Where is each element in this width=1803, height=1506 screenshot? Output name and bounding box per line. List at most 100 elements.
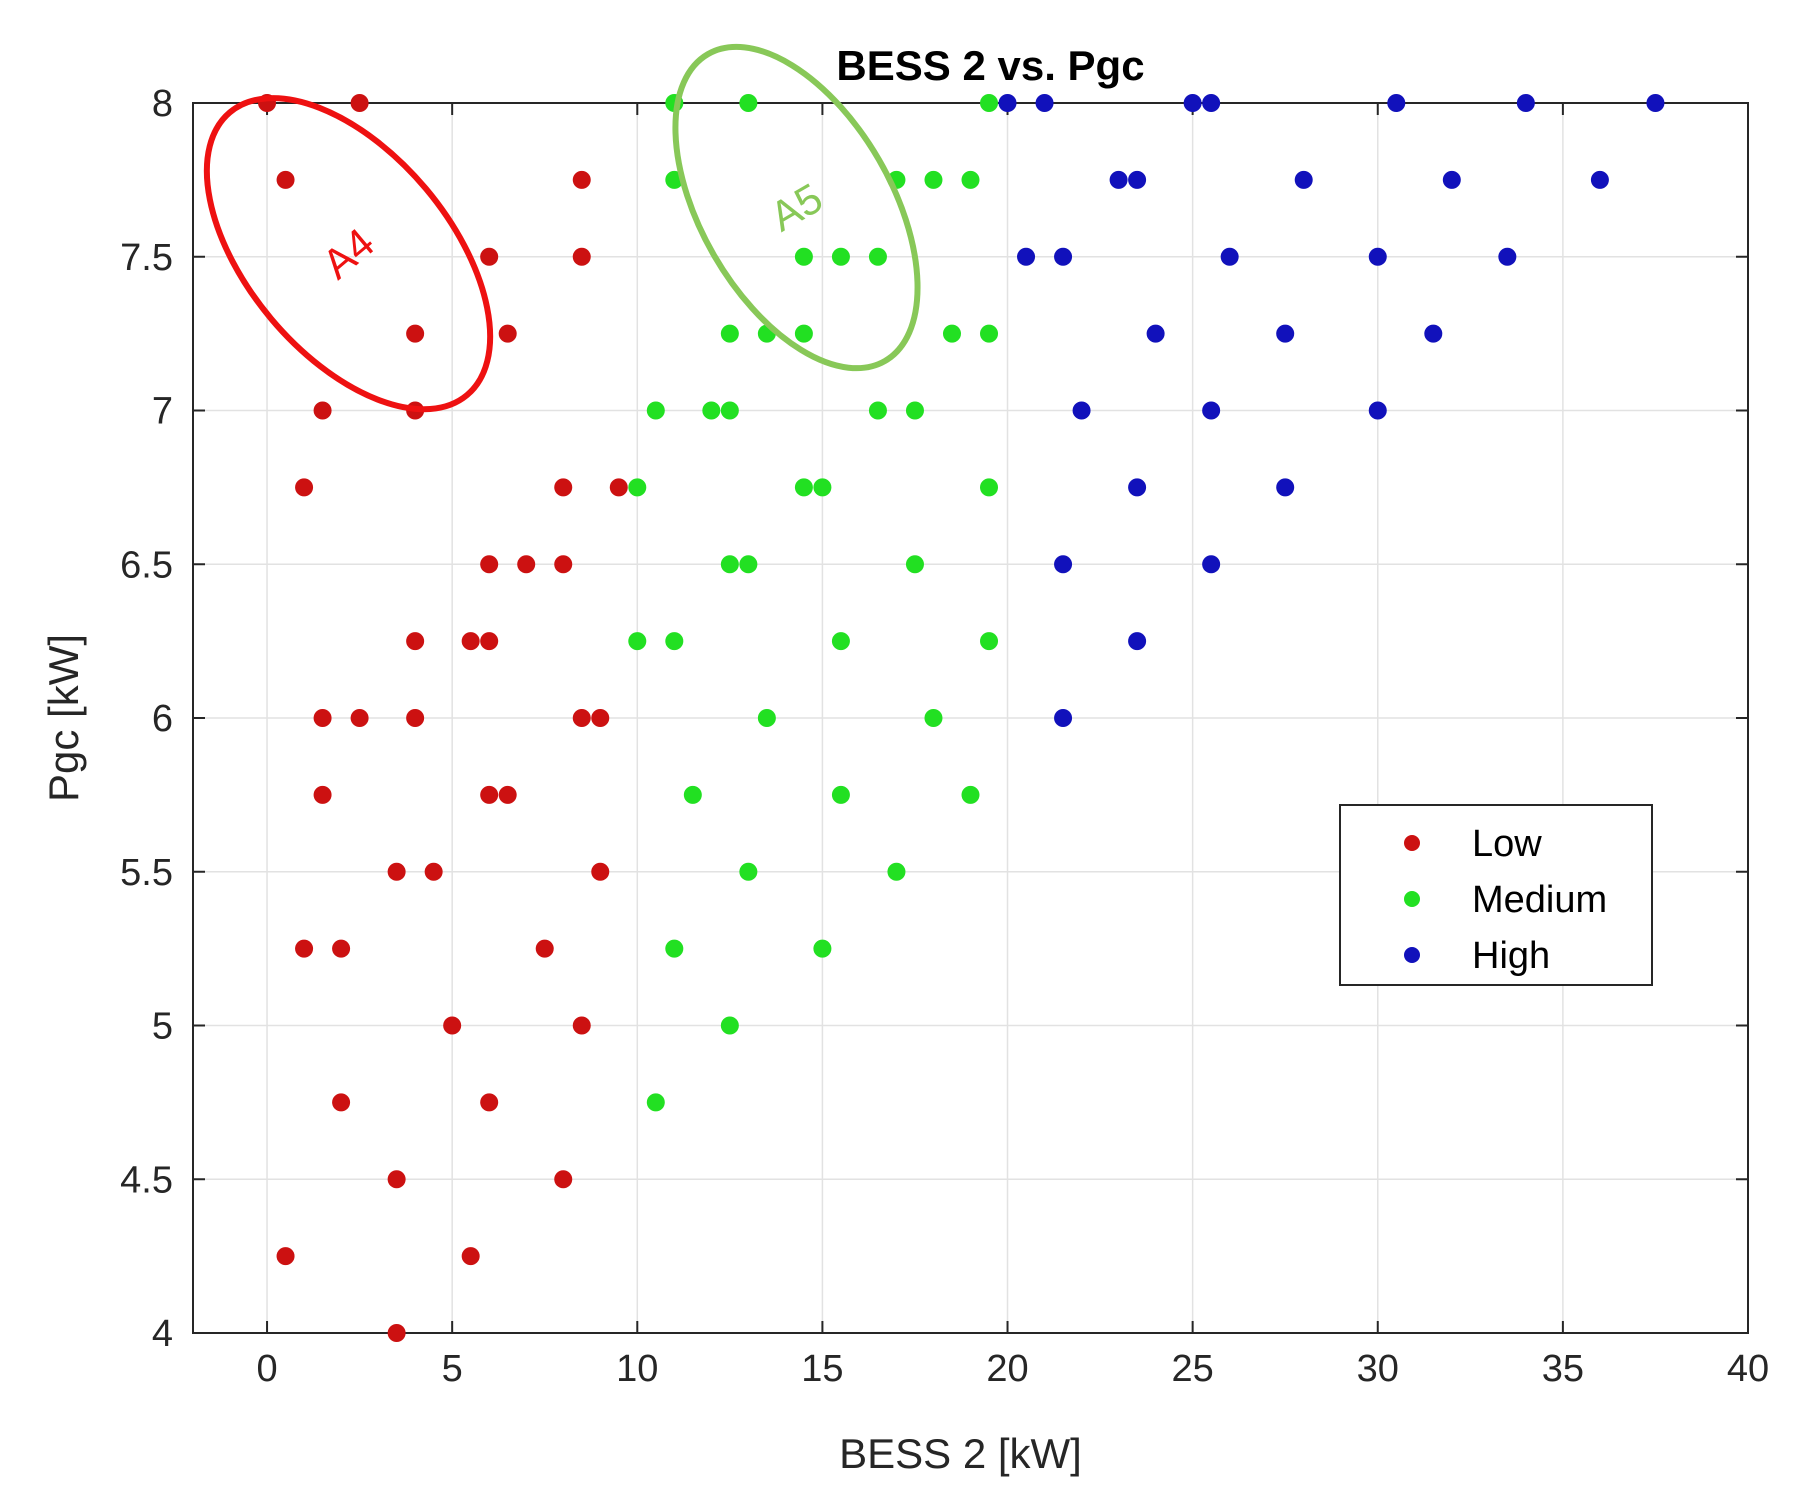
data-point: [406, 709, 425, 727]
data-point: [739, 555, 758, 574]
data-point: [924, 709, 943, 727]
data-point: [480, 785, 499, 804]
data-point: [980, 478, 999, 497]
data-point: [980, 324, 999, 343]
data-point: [591, 709, 610, 727]
data-point: [961, 785, 980, 804]
data-point: [1183, 94, 1202, 112]
data-point: [1128, 632, 1147, 651]
data-point: [1054, 709, 1073, 727]
y-tick-label: 5.5: [120, 852, 173, 894]
data-point: [387, 1324, 406, 1342]
data-point: [646, 401, 665, 420]
data-point: [646, 1093, 665, 1112]
data-point: [628, 478, 647, 497]
data-point: [720, 324, 739, 343]
data-point: [831, 632, 850, 651]
data-point: [1276, 324, 1295, 343]
data-point: [609, 478, 628, 497]
data-point: [332, 939, 351, 958]
data-point: [739, 862, 758, 881]
data-point: [498, 324, 517, 343]
data-point: [1516, 94, 1535, 112]
data-point: [1646, 94, 1665, 112]
data-point: [313, 785, 332, 804]
chart-title: BESS 2 vs. Pgc: [836, 42, 1144, 89]
data-point: [942, 324, 961, 343]
legend: Low Medium High: [1339, 804, 1653, 986]
data-point: [461, 1247, 480, 1266]
data-point: [739, 94, 758, 112]
data-point: [1202, 94, 1221, 112]
x-tick-label: 15: [801, 1348, 843, 1390]
data-point: [831, 785, 850, 804]
x-axis-label: BESS 2 [kW]: [839, 1430, 1082, 1477]
data-point: [1054, 555, 1073, 574]
data-point: [480, 1093, 499, 1112]
legend-label: Medium: [1472, 879, 1607, 921]
annotation-ellipse: [672, 43, 921, 372]
data-point: [535, 939, 554, 958]
y-tick-label: 5: [152, 1006, 173, 1048]
x-tick-label: 5: [442, 1348, 463, 1390]
data-point: [387, 1170, 406, 1189]
data-point: [961, 170, 980, 189]
data-point: [1202, 401, 1221, 420]
data-point: [720, 1016, 739, 1035]
data-point: [813, 939, 832, 958]
data-point: [868, 247, 887, 266]
data-point: [924, 170, 943, 189]
data-point: [1220, 247, 1239, 266]
data-point: [1109, 170, 1128, 189]
y-tick-label: 6: [152, 698, 173, 740]
data-point: [1368, 401, 1387, 420]
data-point: [480, 632, 499, 651]
legend-label: High: [1472, 935, 1550, 977]
annotation-ellipse: [203, 95, 494, 413]
data-point: [794, 247, 813, 266]
data-point: [1294, 170, 1313, 189]
data-point: [572, 709, 591, 727]
data-point: [572, 1016, 591, 1035]
data-point: [665, 939, 684, 958]
x-tick-label: 30: [1357, 1348, 1399, 1390]
data-point: [406, 632, 425, 651]
data-point: [1072, 401, 1091, 420]
data-point: [1054, 247, 1073, 266]
x-tick-label: 0: [256, 1348, 277, 1390]
data-point: [554, 555, 573, 574]
y-tick-label: 6.5: [120, 544, 173, 586]
legend-box: [1339, 804, 1653, 986]
data-point: [1442, 170, 1461, 189]
axis-ticks: 0 5 10 15 20 25 30 35 40 4 4.5 5 5.5 6 6.5 7 7.5 8: [120, 83, 1769, 1390]
x-tick-label: 25: [1172, 1348, 1214, 1390]
data-point: [313, 401, 332, 420]
data-point: [387, 862, 406, 881]
data-point: [461, 632, 480, 651]
legend-label: Low: [1472, 823, 1542, 865]
data-point: [757, 709, 776, 727]
data-point: [665, 632, 684, 651]
y-tick-label: 4: [152, 1313, 173, 1355]
legend-marker: [1404, 891, 1420, 907]
data-point: [1128, 170, 1147, 189]
data-point: [1498, 247, 1517, 266]
legend-marker: [1404, 947, 1420, 963]
data-point: [702, 401, 721, 420]
series-high: [998, 94, 1665, 727]
data-point: [1017, 247, 1036, 266]
data-point: [683, 785, 702, 804]
data-point: [350, 709, 369, 727]
data-point: [313, 709, 332, 727]
data-point: [350, 94, 369, 112]
data-point: [480, 555, 499, 574]
data-point: [868, 401, 887, 420]
data-point: [1128, 478, 1147, 497]
data-point: [480, 247, 499, 266]
y-tick-label: 7.5: [120, 237, 173, 279]
data-point: [572, 170, 591, 189]
data-point: [720, 401, 739, 420]
y-axis-label: Pgc [kW]: [40, 634, 87, 802]
